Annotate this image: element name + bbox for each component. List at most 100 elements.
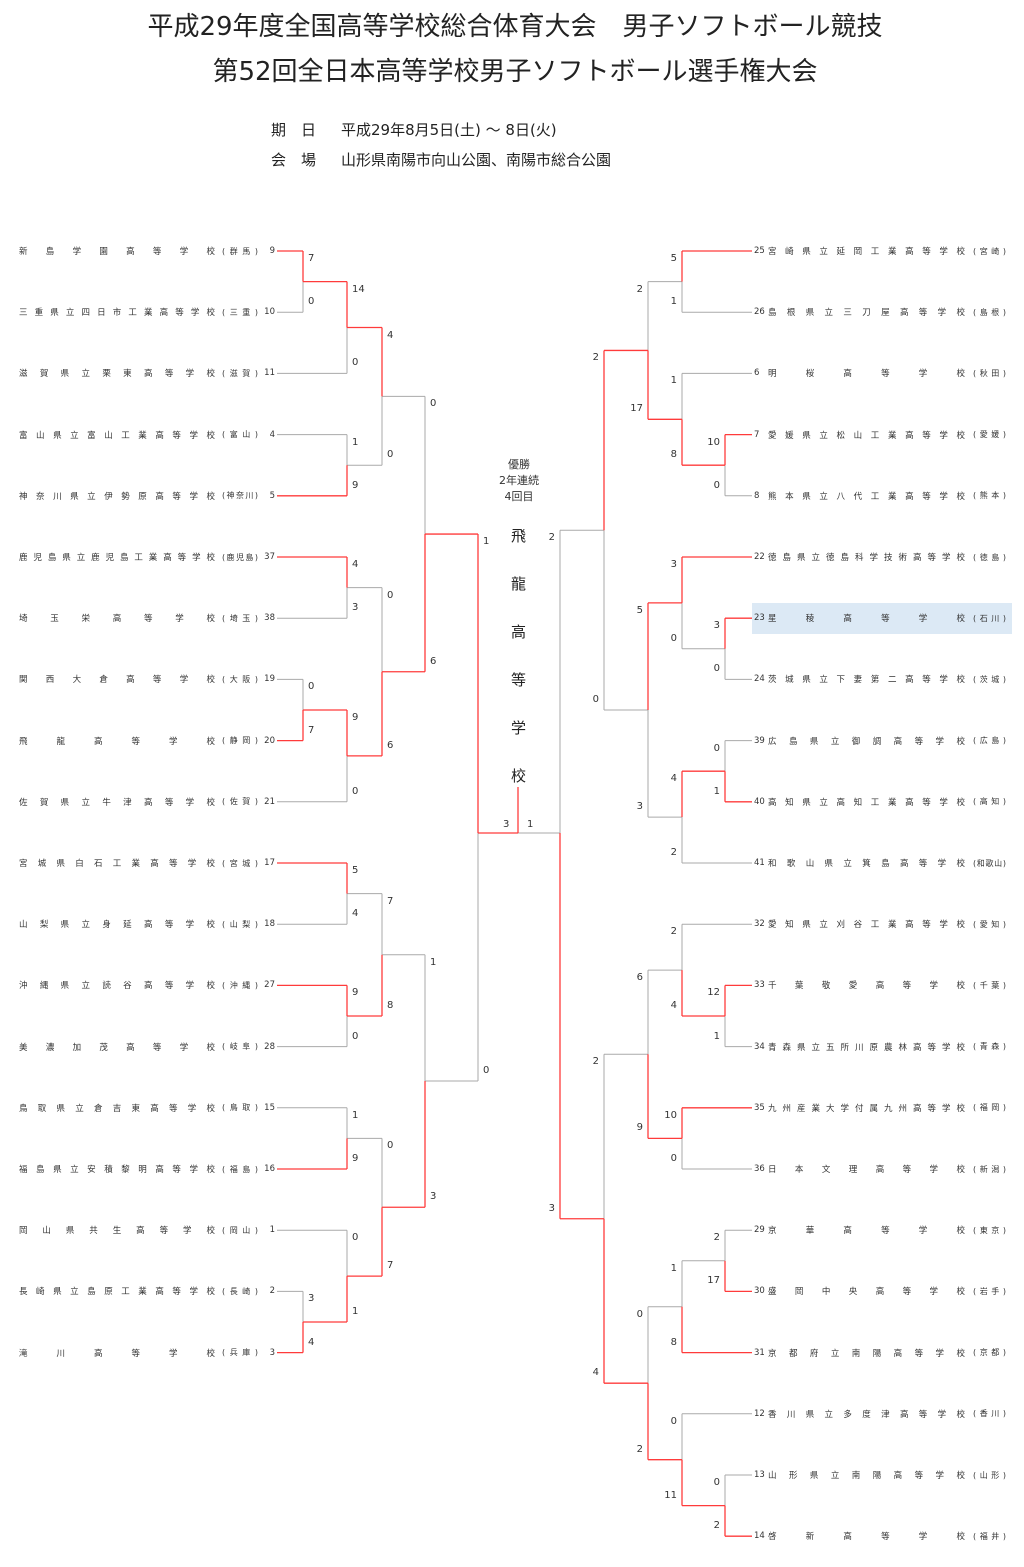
match-score: 0 [308, 681, 315, 693]
team-row: 長崎県立島原工業高等学校 (長崎) 2 [19, 1285, 275, 1297]
team-seed: 37 [264, 552, 275, 562]
team-name: 山形県立南陽高等学校 [768, 1471, 965, 1481]
match-score: 17 [630, 403, 643, 415]
match-score: 2 [670, 847, 677, 858]
team-name: 愛知県立刈谷工業高等学校 [768, 920, 965, 931]
team-row: 13 山形県立南陽高等学校 (山形) [754, 1469, 1006, 1481]
match-score: 8 [670, 1336, 677, 1348]
team-prefecture: (福井) [973, 1531, 1006, 1541]
team-prefecture: (沖縄) [222, 980, 258, 990]
team-prefecture: (岐阜) [222, 1042, 258, 1052]
team-row: 6 明桜高等学校 (秋田) [754, 367, 1006, 379]
match-score: 4 [308, 1336, 315, 1348]
team-prefecture: (島根) [973, 307, 1006, 317]
match-score: 7 [308, 253, 315, 264]
team-row: 山梨県立身延高等学校 (山梨) 18 [19, 918, 275, 930]
champion-caption-1: 優勝 [508, 458, 530, 471]
team-row: 12 香川県立多度津高等学校 (香川) [754, 1408, 1006, 1420]
team-name: 美濃加茂高等学校 [19, 1042, 215, 1053]
match-score: 0 [670, 632, 677, 644]
team-prefecture: (徳島) [973, 552, 1006, 562]
team-row: 岡山県共生高等学校 (岡山) 1 [19, 1224, 275, 1236]
team-seed: 31 [754, 1347, 765, 1358]
match-score: 4 [670, 773, 677, 785]
team-prefecture: (和歌山) [973, 858, 1006, 868]
team-row: 鳥取県立倉吉東高等学校 (鳥取) 15 [19, 1102, 275, 1114]
match-score: 0 [636, 1308, 643, 1320]
team-prefecture: (香川) [973, 1409, 1006, 1419]
team-row: 40 高知県立高知工業高等学校 (高知) [754, 796, 1006, 808]
team-name: 関西大倉高等学校 [19, 675, 215, 686]
team-name: 京都府立南陽高等学校 [768, 1348, 965, 1359]
match-score: 0 [352, 1232, 359, 1244]
match-score: 0 [713, 1477, 720, 1488]
team-row: 22 徳島県立徳島科学技術高等学校 (徳島) [754, 551, 1006, 563]
match-score: 6 [636, 972, 643, 984]
team-prefecture: (大阪) [222, 674, 258, 684]
team-name: 星稜高等学校 [768, 614, 965, 625]
team-prefecture: (熊本) [973, 491, 1006, 501]
team-seed: 3 [269, 1347, 275, 1358]
team-prefecture: (群馬) [222, 246, 258, 256]
match-score: 7 [387, 1260, 394, 1272]
match-score: 1 [670, 375, 677, 387]
team-row: 7 愛媛県立松山工業高等学校 (愛媛) [754, 429, 1006, 441]
team-prefecture: (青森) [973, 1042, 1006, 1052]
team-prefecture: (鹿児島) [222, 552, 258, 562]
team-name: 広島県立御調高等学校 [768, 736, 965, 747]
team-row: 23 星稜高等学校 (石川) [754, 612, 1006, 624]
title-line-1: 平成29年度全国高等学校総合体育大会 男子ソフトボール競技 [147, 12, 883, 42]
team-seed: 40 [754, 796, 765, 807]
team-row: 滋賀県立栗東高等学校 (滋賀) 11 [19, 367, 275, 379]
team-seed: 41 [754, 858, 765, 868]
match-score: 0 [308, 296, 315, 308]
match-score: 4 [670, 1000, 677, 1011]
venue-label: 会 場 [271, 151, 317, 169]
team-seed: 17 [264, 858, 275, 868]
team-prefecture: (東京) [973, 1225, 1006, 1235]
team-seed: 23 [754, 613, 765, 624]
team-row: 34 青森県立五所川原農林高等学校 (青森) [754, 1041, 1006, 1053]
team-name: 啓新高等学校 [768, 1532, 965, 1543]
team-name: 高知県立高知工業高等学校 [768, 797, 965, 808]
final-score-right: 1 [527, 819, 534, 830]
team-row: 32 愛知県立刈谷工業高等学校 (愛知) [754, 918, 1006, 930]
match-score: 3 [548, 1202, 555, 1214]
team-row: 福島県立安積黎明高等学校 (福島) 16 [19, 1163, 275, 1175]
champion-caption-3: 4回目 [504, 490, 534, 503]
team-prefecture: (福岡) [973, 1103, 1006, 1113]
team-name: 飛龍高等学校 [19, 736, 215, 747]
team-prefecture: (埼玉) [222, 613, 258, 623]
team-seed: 20 [264, 735, 275, 746]
highlighted-team-row [752, 603, 1012, 634]
team-seed: 24 [754, 674, 765, 685]
date-label: 期 日 [271, 121, 317, 139]
match-score: 4 [352, 908, 359, 920]
team-prefecture: (神奈川) [222, 491, 258, 501]
match-score: 3 [352, 602, 359, 614]
team-name: 和歌山県立箕島高等学校 [768, 859, 965, 869]
team-seed: 26 [754, 307, 765, 318]
team-name: 宮城県白石工業高等学校 [19, 859, 215, 869]
match-score: 1 [713, 785, 720, 797]
team-seed: 12 [754, 1408, 765, 1419]
team-prefecture: (石川) [973, 613, 1006, 623]
match-score: 8 [670, 449, 677, 461]
team-prefecture: (広島) [973, 736, 1006, 746]
team-seed: 1 [269, 1225, 275, 1236]
team-name: 滋賀県立栗東高等学校 [19, 369, 215, 380]
team-seed: 28 [264, 1041, 275, 1052]
team-seed: 21 [264, 796, 275, 807]
team-row: 36 日本文理高等学校 (新潟) [754, 1163, 1006, 1175]
team-seed: 11 [264, 368, 275, 379]
match-score: 0 [670, 1153, 677, 1164]
team-row: 8 熊本県立八代工業高等学校 (熊本) [754, 490, 1006, 502]
team-name: 神奈川県立伊勢原高等学校 [19, 491, 215, 502]
match-score: 5 [670, 253, 677, 264]
match-score: 3 [670, 559, 677, 570]
match-score: 8 [387, 1000, 394, 1011]
team-name: 日本文理高等学校 [768, 1165, 965, 1175]
match-score: 1 [430, 956, 437, 968]
team-name: 沖縄県立読谷高等学校 [19, 981, 215, 992]
team-row: 滝川高等学校 (兵庫) 3 [19, 1347, 275, 1359]
